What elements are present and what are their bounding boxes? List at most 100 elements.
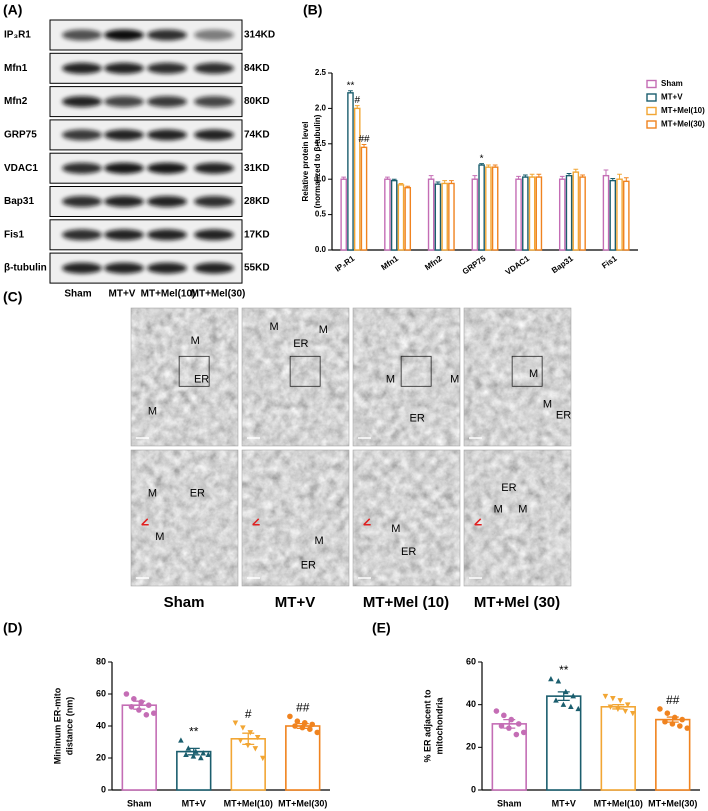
data-point: [198, 754, 204, 761]
size-label: 31KD: [244, 163, 270, 174]
x-tick-label: IP₃R1: [333, 254, 356, 274]
data-point: [254, 734, 261, 741]
em-label: ER: [556, 410, 571, 422]
bar: [384, 178, 391, 251]
data-point: [143, 712, 150, 718]
micrograph: [353, 450, 460, 586]
y-tick-label: 40: [466, 699, 476, 709]
error-bar: [449, 180, 454, 184]
data-point: [520, 729, 527, 736]
blot-band: [62, 129, 102, 141]
data-point: [178, 737, 184, 743]
y-tick-label: 0.5: [315, 210, 327, 219]
em-label: ER: [301, 560, 316, 572]
bar: [491, 166, 499, 251]
em-label: M: [148, 487, 157, 499]
micrograph: [131, 308, 238, 446]
x-tick-label: MT+Mel(10): [224, 798, 273, 808]
x-tick-label: Bap31: [550, 254, 575, 275]
y-axis-label: distance (nm): [64, 697, 74, 756]
y-tick-label: 1.5: [315, 139, 327, 148]
error-bar: [361, 144, 367, 148]
blot-band: [62, 29, 102, 41]
error-bar: [522, 174, 528, 178]
blot-band: [147, 162, 187, 174]
y-tick-label: 60: [466, 656, 476, 666]
bar: [397, 184, 405, 251]
micrograph: [242, 450, 349, 586]
significance-mark: #: [354, 95, 360, 106]
legend-swatch: [646, 106, 657, 116]
error-bar: [130, 700, 149, 710]
micrograph-border: [352, 449, 461, 587]
error-bar: [554, 691, 573, 702]
arrow: [141, 518, 149, 526]
em-label: M: [543, 399, 552, 411]
bar: [572, 171, 580, 251]
bar: [528, 176, 536, 251]
bar: [230, 737, 266, 791]
blot-band: [62, 229, 102, 241]
x-tick-label: Sham: [497, 798, 522, 808]
data-point: [498, 723, 505, 729]
data-point: [662, 718, 668, 725]
error-bar: [479, 163, 484, 166]
blot-band: [104, 129, 144, 141]
data-point: [629, 710, 636, 717]
error-bar: [341, 176, 347, 180]
error-bar: [442, 180, 448, 184]
significance-mark: **: [347, 80, 355, 91]
em-label: M: [319, 324, 328, 336]
blot-band: [147, 29, 187, 41]
em-label: M: [314, 535, 323, 547]
bar: [121, 704, 157, 791]
micrograph-border: [241, 307, 350, 447]
micrograph-border: [130, 307, 239, 447]
y-tick-label: 0.0: [315, 245, 327, 254]
y-tick-label: 0: [471, 784, 476, 794]
y-tick-label: 2.0: [315, 104, 327, 113]
x-tick-label: VDAC1: [504, 254, 532, 277]
legend-label: Sham: [661, 79, 683, 88]
x-tick-label: MT+Mel(30): [278, 798, 327, 808]
em-caption: MT+Mel (10): [363, 594, 449, 611]
data-point: [200, 750, 207, 756]
y-tick-label: 1.0: [315, 174, 327, 183]
bar: [515, 178, 522, 251]
data-point: [493, 708, 500, 714]
error-bar: [603, 169, 609, 176]
x-tick-label: MT+V: [552, 798, 576, 808]
data-point: [684, 725, 691, 731]
y-tick-label: 60: [96, 688, 106, 698]
panel-label: (E): [372, 620, 391, 636]
arrow: [363, 518, 371, 526]
legend-label: MT+Mel(30): [661, 120, 705, 129]
y-tick-label: 40: [96, 720, 106, 730]
error-bar: [610, 177, 616, 181]
blot-band: [194, 162, 234, 174]
error-bar: [385, 176, 390, 180]
blot-band: [147, 62, 187, 74]
bar: [285, 725, 321, 791]
size-label: 74KD: [244, 130, 270, 141]
protein-label: VDAC1: [4, 163, 38, 174]
legend-swatch: [646, 120, 657, 129]
bar: [485, 166, 492, 251]
data-point: [513, 731, 520, 738]
bar: [623, 180, 630, 251]
data-point: [624, 702, 631, 708]
blot-band: [104, 162, 144, 174]
micrograph: [464, 450, 571, 586]
y-tick-label: 80: [96, 656, 106, 666]
size-label: 84KD: [244, 63, 270, 74]
data-point: [602, 693, 609, 700]
blot-band: [147, 229, 187, 241]
error-bar: [580, 174, 585, 178]
lane-label: MT+V: [109, 289, 136, 300]
error-bar: [516, 175, 521, 180]
blot-band: [147, 262, 187, 274]
error-bar: [435, 181, 441, 185]
significance-mark: **: [189, 725, 199, 739]
data-point: [679, 716, 686, 723]
legend-swatch: [646, 93, 657, 102]
